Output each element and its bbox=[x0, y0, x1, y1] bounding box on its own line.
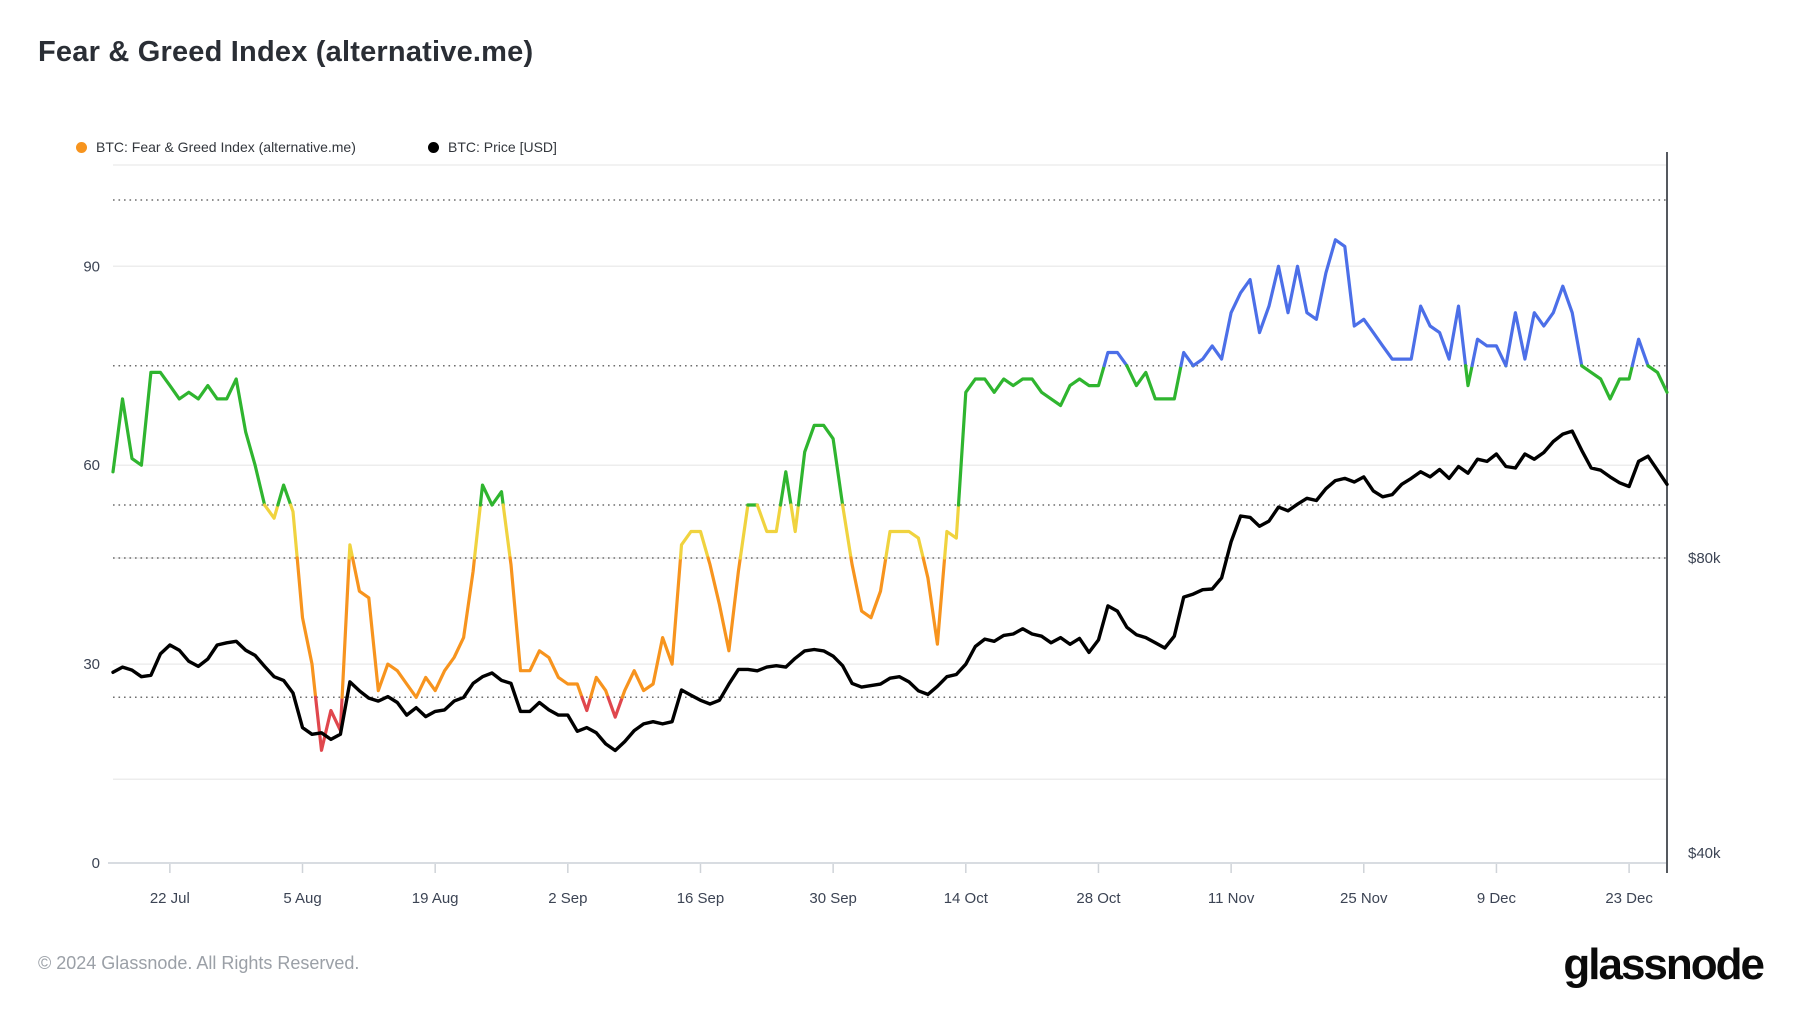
y-axis-label-right: $40k bbox=[1688, 845, 1721, 862]
y-axis-label-left: 90 bbox=[83, 258, 100, 275]
y-axis-label-right: $80k bbox=[1688, 550, 1721, 567]
fear-greed-line-segment bbox=[1191, 238, 1468, 368]
y-axis-label-left: 60 bbox=[83, 457, 100, 474]
fear-greed-line-segment bbox=[943, 503, 961, 560]
fear-greed-line-segment bbox=[778, 470, 793, 507]
fear-greed-line-segment bbox=[289, 503, 299, 560]
glassnode-logo[interactable]: glassnode bbox=[1563, 940, 1765, 989]
x-tick-label: 22 Jul bbox=[150, 890, 190, 907]
fear-greed-line-segment bbox=[351, 556, 477, 699]
y-axis-label-left: 30 bbox=[83, 656, 100, 673]
x-tick-label: 9 Dec bbox=[1477, 890, 1517, 907]
fear-greed-line-segment bbox=[1125, 364, 1183, 401]
x-tick-label: 5 Aug bbox=[283, 890, 321, 907]
fear-greed-line-segment bbox=[956, 364, 1106, 507]
fear-greed-line-segment bbox=[589, 675, 610, 699]
y-axis-label-left: 0 bbox=[92, 855, 100, 872]
x-tick-label: 25 Nov bbox=[1340, 890, 1388, 907]
fear-greed-line-segment bbox=[706, 556, 742, 653]
x-tick-label: 28 Oct bbox=[1076, 890, 1121, 907]
copyright-text: © 2024 Glassnode. All Rights Reserved. bbox=[38, 953, 360, 973]
fear-greed-line-segment bbox=[347, 543, 355, 560]
fear-greed-line-segment bbox=[1630, 337, 1650, 368]
price-series-dot-icon bbox=[428, 141, 439, 153]
fear-greed-line-segment bbox=[1179, 350, 1195, 368]
x-tick-label: 14 Oct bbox=[944, 890, 989, 907]
fear-greed-line-segment bbox=[111, 370, 267, 507]
fear-greed-line-segment bbox=[738, 503, 750, 560]
legend-item-price[interactable]: BTC: Price [USD] bbox=[428, 139, 557, 155]
fear-greed-line-segment bbox=[276, 483, 293, 507]
x-tick-label: 2 Sep bbox=[548, 890, 587, 907]
fear-greed-line-segment bbox=[1464, 364, 1474, 388]
fear-greed-line-segment bbox=[314, 695, 344, 752]
fear-greed-series-dot-icon bbox=[76, 141, 87, 153]
fear-greed-line-segment bbox=[1470, 337, 1508, 368]
fear-greed-line-segment bbox=[1580, 364, 1634, 401]
fear-greed-line-segment bbox=[472, 503, 482, 560]
fear-greed-line-segment bbox=[796, 423, 845, 507]
fear-greed-line-segment bbox=[340, 556, 351, 699]
fear-greed-line-segment bbox=[789, 503, 800, 534]
fear-greed-line-segment bbox=[620, 556, 683, 699]
legend-item-fear-greed[interactable]: BTC: Fear & Greed Index (alternative.me) bbox=[76, 139, 356, 155]
x-tick-label: 11 Nov bbox=[1208, 890, 1255, 907]
legend-label-price: BTC: Price [USD] bbox=[448, 139, 557, 155]
x-tick-label: 23 Dec bbox=[1605, 890, 1653, 907]
fear-greed-line-segment bbox=[849, 556, 888, 620]
page-title: Fear & Greed Index (alternative.me) bbox=[38, 36, 534, 68]
fear-greed-line-segment bbox=[1646, 364, 1669, 394]
fear-greed-line-segment bbox=[921, 556, 947, 646]
x-tick-label: 19 Aug bbox=[412, 890, 459, 907]
fear-greed-line-segment bbox=[884, 529, 925, 560]
fear-greed-line-segment bbox=[755, 503, 783, 534]
fear-greed-line-segment bbox=[678, 529, 710, 560]
x-tick-label: 16 Sep bbox=[677, 890, 725, 907]
fear-greed-line-segment bbox=[841, 503, 853, 560]
btc-price-line bbox=[111, 429, 1669, 753]
x-tick-label: 30 Sep bbox=[809, 890, 857, 907]
fear-greed-line-segment bbox=[478, 483, 505, 507]
fear-greed-line-segment bbox=[295, 556, 318, 699]
fear-greed-line-segment bbox=[580, 695, 593, 713]
fear-greed-line-segment bbox=[508, 556, 584, 699]
fear-greed-line-segment bbox=[501, 503, 512, 560]
fear-greed-line-segment bbox=[263, 503, 280, 520]
fear-greed-line-segment bbox=[606, 695, 624, 719]
fear-greed-line-segment bbox=[1102, 350, 1129, 368]
legend-label-fear-greed: BTC: Fear & Greed Index (alternative.me) bbox=[96, 139, 356, 155]
fear-greed-line-segment bbox=[1504, 284, 1584, 368]
